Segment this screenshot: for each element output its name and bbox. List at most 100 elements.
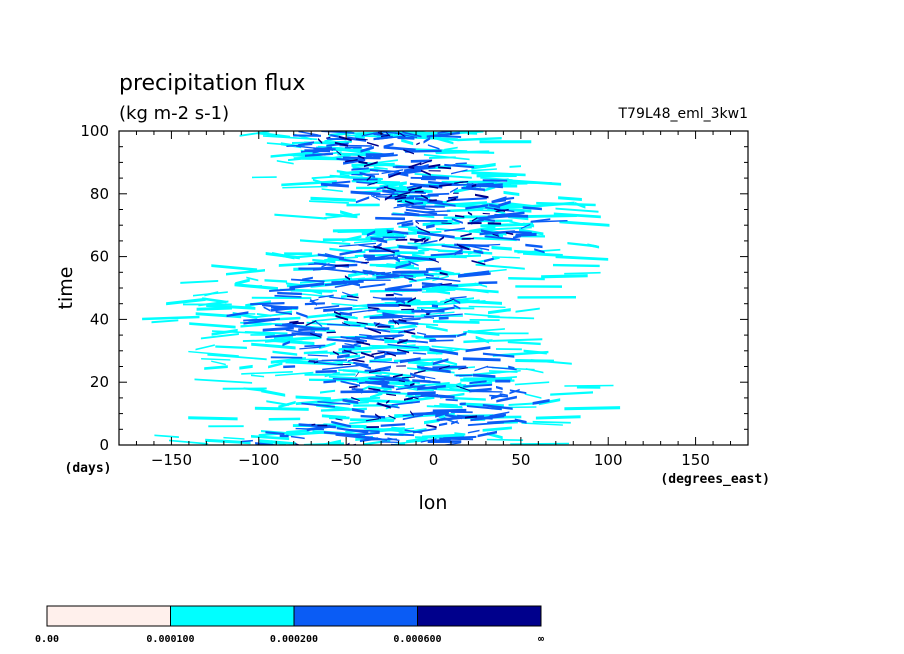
precip-streak [323, 431, 355, 437]
precip-streak [351, 396, 360, 402]
precip-streak [395, 320, 400, 326]
precip-streak [215, 345, 247, 349]
precip-streak [288, 324, 326, 331]
precip-streak [361, 351, 374, 358]
precip-streak [471, 162, 496, 170]
colorbar-label: 0.000100 [146, 634, 194, 645]
precip-streak [473, 373, 496, 378]
precip-streak [471, 217, 478, 222]
precip-streak [465, 415, 477, 419]
precip-streak [495, 379, 511, 383]
precip-streak [481, 202, 531, 209]
precip-level-3 [289, 131, 514, 445]
precip-streak [459, 402, 466, 406]
precip-streak [404, 330, 416, 335]
precip-streak [285, 430, 325, 437]
precip-streak [375, 322, 380, 327]
precip-streak [264, 279, 288, 283]
precip-streak [256, 313, 272, 317]
precip-streak [439, 271, 448, 276]
precip-streak [373, 245, 382, 250]
precip-streak [338, 135, 352, 142]
precip-streak [312, 258, 336, 264]
precip-streak [298, 131, 319, 136]
colorbar-label: 0.000600 [393, 634, 441, 645]
precip-streak [262, 304, 298, 310]
precip-streak [426, 267, 442, 271]
precip-streak [422, 361, 434, 367]
precip-streak [276, 160, 294, 165]
precip-streak [359, 171, 376, 178]
precip-streak [474, 365, 488, 372]
precip-streak [151, 319, 179, 324]
precip-streak [386, 229, 409, 235]
precip-streak [410, 382, 415, 387]
precip-streak [467, 429, 480, 434]
precip-streak [392, 373, 403, 378]
precip-streak [423, 238, 429, 243]
precip-streak [471, 184, 477, 188]
precip-streak [498, 196, 515, 201]
precip-streak [415, 220, 419, 225]
precip-streak [269, 288, 295, 292]
precip-streak [530, 359, 572, 365]
precip-streak [564, 406, 621, 411]
precip-streak [402, 414, 424, 421]
precip-streak [359, 380, 385, 385]
precip-streak [508, 277, 545, 281]
precip-streak [499, 393, 508, 397]
precip-streak [401, 138, 414, 146]
precip-streak [415, 205, 425, 209]
precip-streak [398, 318, 407, 323]
precip-streak [465, 183, 503, 188]
chart-title: precipitation flux [119, 71, 305, 96]
precip-streak [311, 423, 316, 426]
precip-streak [398, 245, 418, 250]
precip-streak [567, 242, 597, 248]
precip-streak [272, 252, 295, 260]
precip-streak [424, 418, 440, 425]
precip-streak [429, 258, 439, 263]
precip-streak [530, 218, 551, 223]
precip-streak [458, 272, 491, 278]
precip-streak [445, 298, 502, 305]
precip-streak [405, 149, 442, 153]
precip-streak [310, 196, 356, 202]
precip-streak [491, 332, 529, 335]
precip-streak [415, 220, 448, 222]
precip-streak [310, 332, 322, 338]
precip-streak [446, 198, 457, 203]
precip-streak [377, 135, 406, 140]
precip-streak [388, 172, 401, 179]
precip-streak [381, 297, 413, 301]
precip-streak [282, 340, 290, 347]
precip-streak [398, 131, 405, 137]
precip-streak [522, 206, 542, 211]
precip-streak [408, 186, 422, 192]
precip-streak [265, 431, 285, 436]
precip-streak [346, 203, 380, 207]
precip-streak [363, 439, 391, 445]
precip-streak [375, 216, 405, 221]
precip-streak [201, 358, 231, 361]
precip-streak [250, 302, 285, 306]
precip-streak [492, 256, 520, 259]
precip-streak [360, 398, 413, 404]
precip-streak [487, 316, 535, 320]
precip-streak [366, 152, 394, 158]
precip-streak [449, 296, 467, 300]
precip-streak [311, 174, 350, 180]
precip-streak [342, 398, 359, 404]
precip-streak [346, 134, 387, 138]
precip-streak [486, 366, 517, 371]
precip-streak [397, 200, 402, 203]
precip-streak [437, 249, 493, 255]
precip-streak [180, 280, 219, 284]
precip-streak [398, 304, 411, 307]
precip-streak [376, 185, 389, 191]
precip-streak [484, 257, 494, 263]
precip-streak [453, 192, 459, 194]
precip-streak [414, 237, 426, 243]
precip-streak [397, 191, 411, 197]
precip-streak [465, 204, 489, 210]
